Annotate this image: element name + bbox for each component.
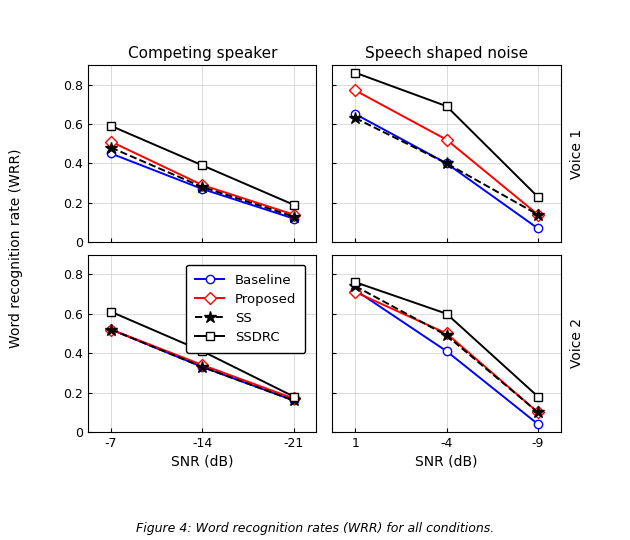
SSDRC <box>534 194 542 200</box>
SS <box>107 144 115 151</box>
SSDRC <box>443 103 450 110</box>
Proposed <box>443 137 450 143</box>
Title: Competing speaker: Competing speaker <box>128 46 277 61</box>
Baseline <box>290 215 297 222</box>
SS <box>198 184 206 190</box>
Line: SS: SS <box>105 141 300 223</box>
Text: Voice 2: Voice 2 <box>570 318 584 368</box>
SS <box>290 397 297 404</box>
Proposed <box>352 289 359 295</box>
Baseline <box>198 364 206 370</box>
Line: Proposed: Proposed <box>351 288 542 416</box>
Baseline <box>290 397 297 404</box>
SS <box>107 326 115 333</box>
Proposed <box>107 326 115 333</box>
SSDRC <box>198 348 206 354</box>
Baseline <box>534 225 542 232</box>
Baseline <box>534 421 542 427</box>
SSDRC <box>443 310 450 317</box>
Proposed <box>198 182 206 188</box>
Line: SS: SS <box>349 280 544 418</box>
SSDRC <box>290 393 297 400</box>
Text: Voice 1: Voice 1 <box>570 129 584 179</box>
Line: SS: SS <box>105 323 300 407</box>
SS <box>352 283 359 289</box>
Proposed <box>290 211 297 218</box>
Baseline <box>443 160 450 167</box>
SS <box>352 115 359 122</box>
Baseline <box>352 287 359 293</box>
X-axis label: SNR (dB): SNR (dB) <box>171 454 234 468</box>
Line: SSDRC: SSDRC <box>107 122 298 209</box>
Line: Baseline: Baseline <box>351 286 542 428</box>
SSDRC <box>107 123 115 129</box>
Line: Proposed: Proposed <box>351 86 542 219</box>
Line: Proposed: Proposed <box>107 325 298 403</box>
Title: Speech shaped noise: Speech shaped noise <box>365 46 528 61</box>
Proposed <box>107 138 115 145</box>
Line: SSDRC: SSDRC <box>351 278 542 401</box>
X-axis label: SNR (dB): SNR (dB) <box>415 454 478 468</box>
Proposed <box>534 211 542 218</box>
Baseline <box>352 111 359 117</box>
Text: Word recognition rate (WRR): Word recognition rate (WRR) <box>9 148 23 348</box>
Baseline <box>107 326 115 333</box>
Proposed <box>290 395 297 402</box>
SSDRC <box>198 162 206 168</box>
Baseline <box>198 186 206 192</box>
Baseline <box>443 348 450 354</box>
SSDRC <box>290 201 297 208</box>
Legend: Baseline, Proposed, SS, SSDRC: Baseline, Proposed, SS, SSDRC <box>186 265 306 353</box>
Line: SS: SS <box>349 112 544 221</box>
SSDRC <box>352 279 359 286</box>
Line: Baseline: Baseline <box>107 150 298 222</box>
SS <box>534 211 542 218</box>
Proposed <box>198 362 206 368</box>
Line: SSDRC: SSDRC <box>107 308 298 401</box>
Proposed <box>443 330 450 336</box>
Proposed <box>352 87 359 93</box>
Text: Figure 4: Word recognition rates (WRR) for all conditions.: Figure 4: Word recognition rates (WRR) f… <box>136 522 494 535</box>
SSDRC <box>107 308 115 315</box>
Line: SSDRC: SSDRC <box>351 69 542 201</box>
SS <box>443 332 450 339</box>
SS <box>443 160 450 167</box>
Baseline <box>107 150 115 157</box>
Proposed <box>534 409 542 415</box>
SS <box>290 213 297 220</box>
Line: Baseline: Baseline <box>351 110 542 233</box>
Line: Proposed: Proposed <box>107 138 298 219</box>
SS <box>534 409 542 415</box>
SSDRC <box>534 393 542 400</box>
SSDRC <box>352 70 359 76</box>
SS <box>198 364 206 370</box>
Line: Baseline: Baseline <box>107 325 298 404</box>
